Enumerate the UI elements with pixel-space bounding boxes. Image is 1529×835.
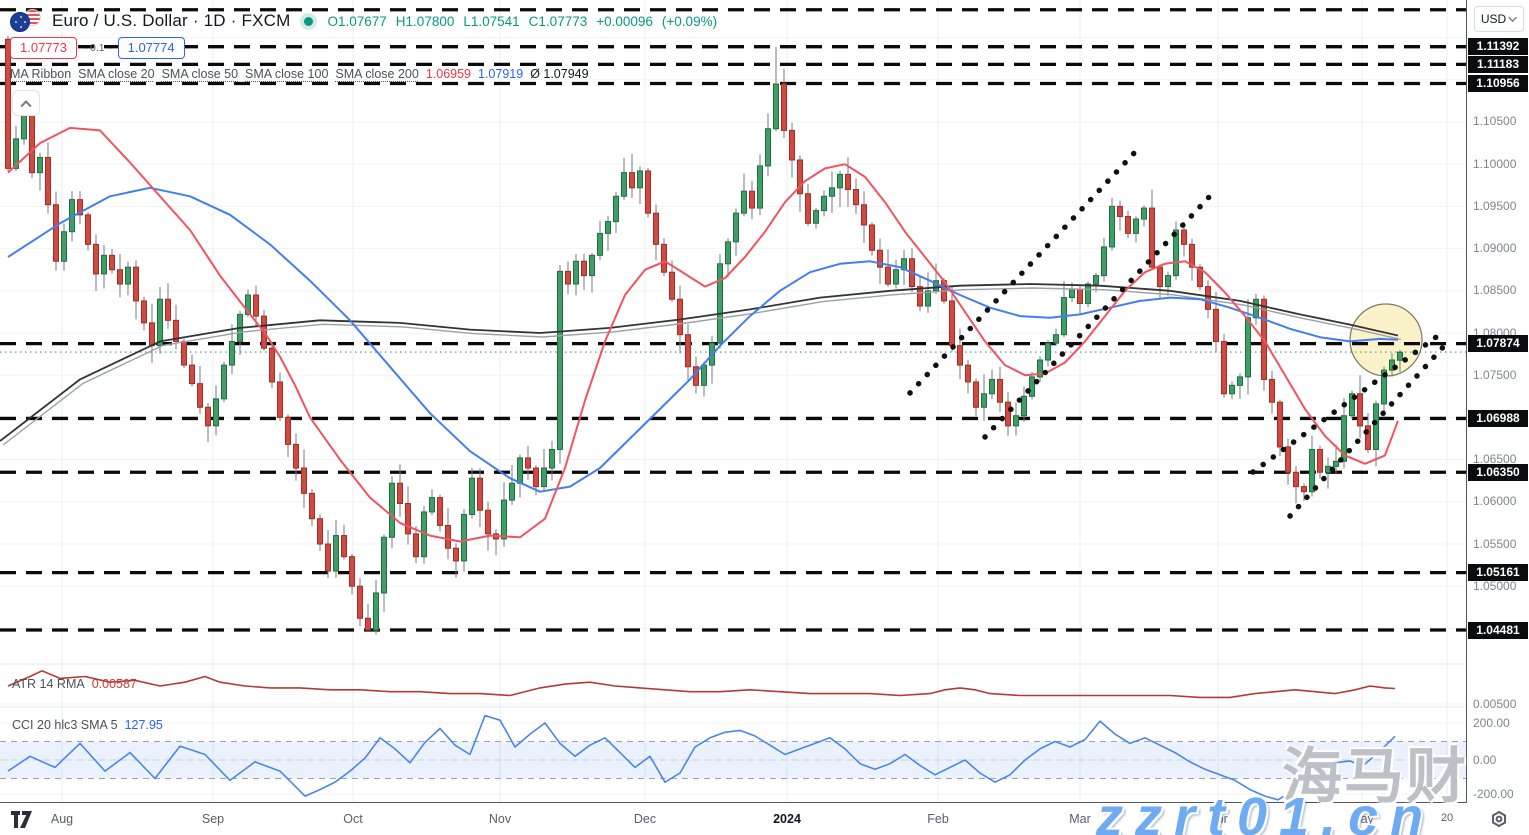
ma-ribbon-legend[interactable]: MA Ribbon SMA close 20 SMA close 50 SMA …	[10, 67, 589, 81]
tradingview-chart-window: Euro / U.S. Dollar · 1D · FXCM O1.07677 …	[0, 0, 1529, 835]
time-axis-label: Dec	[634, 812, 656, 826]
price-axis[interactable]: USD 1.10500 1.10000 1.09500 1.09000 1.08500 1…	[1467, 0, 1529, 803]
chevron-up-icon	[20, 100, 31, 111]
open-value: O1.07677	[327, 14, 386, 29]
price-level-label: 1.07874	[1468, 335, 1528, 352]
price-level-label: 1.11392	[1468, 38, 1528, 55]
bid-ask-row: 1.07773 0.1 1.07774	[10, 37, 185, 59]
atr-label: ATR 14 RMA	[12, 677, 85, 691]
atr-legend[interactable]: ATR 14 RMA 0.00587	[12, 677, 137, 691]
bid-price-box[interactable]: 1.07773	[10, 37, 77, 59]
sma20-value: 1.06959	[426, 67, 471, 81]
ribbon-average-value: Ø 1.07949	[530, 67, 588, 81]
price-tick-label: 1.10500	[1467, 113, 1527, 129]
price-level-label: 1.06350	[1468, 464, 1528, 481]
price-tick-label: 1.05500	[1467, 536, 1527, 552]
eurusd-pair-icon[interactable]	[10, 9, 44, 33]
market-status-dot[interactable]	[304, 17, 313, 26]
price-level-label: 1.04481	[1468, 622, 1528, 639]
time-axis-label: 2024	[773, 812, 801, 826]
chevron-down-icon	[1509, 13, 1517, 21]
price-tick-label: 1.08500	[1467, 282, 1527, 298]
sma50-value: 1.07919	[478, 67, 523, 81]
price-level-label: 1.11183	[1468, 56, 1528, 73]
change-percent: (+0.09%)	[662, 14, 717, 29]
tradingview-logo[interactable]	[10, 809, 36, 831]
price-level-label: 1.06988	[1468, 410, 1528, 427]
atr-tick-label: 0.00500	[1467, 696, 1527, 712]
ohlc-readout: O1.07677 H1.07800 L1.07541 C1.07773 +0.0…	[327, 14, 717, 29]
time-axis-label: Mar	[1069, 812, 1091, 826]
change-value: +0.00096	[596, 14, 653, 29]
ma-ribbon-title: MA Ribbon	[10, 67, 71, 81]
price-level-label: 1.10956	[1468, 75, 1528, 92]
collapse-legend-button[interactable]	[12, 90, 40, 116]
cci-legend[interactable]: CCI 20 hlc3 SMA 5 127.95	[12, 718, 163, 732]
price-tick-label: 1.07500	[1467, 367, 1527, 383]
close-value: C1.07773	[529, 14, 588, 29]
time-axis-label: Feb	[927, 812, 949, 826]
price-tick-label: 1.09500	[1467, 198, 1527, 214]
cci-value: 127.95	[125, 718, 163, 732]
price-tick-label: 1.10000	[1467, 156, 1527, 172]
watermark-site: zzrt01.cn	[1096, 786, 1435, 835]
currency-unit-button[interactable]: USD	[1474, 6, 1524, 32]
price-level-label: 1.05161	[1468, 564, 1528, 581]
price-tick-label: 1.06000	[1467, 493, 1527, 509]
chart-canvas[interactable]	[0, 0, 1529, 835]
chart-header: Euro / U.S. Dollar · 1D · FXCM O1.07677 …	[10, 9, 717, 33]
time-axis-label: Sep	[202, 812, 224, 826]
eu-flag-icon	[10, 12, 30, 32]
low-value: L1.07541	[463, 14, 519, 29]
time-axis-label: Oct	[343, 812, 362, 826]
high-value: H1.07800	[396, 14, 455, 29]
atr-value: 0.00587	[92, 677, 137, 691]
time-axis-label: Nov	[489, 812, 511, 826]
symbol-title[interactable]: Euro / U.S. Dollar · 1D · FXCM	[52, 11, 290, 31]
ask-price-box[interactable]: 1.07774	[118, 37, 185, 59]
price-tick-label: 1.09000	[1467, 240, 1527, 256]
time-axis-label: Aug	[51, 812, 73, 826]
spread-indicator: 0.1	[83, 42, 112, 54]
cci-label: CCI 20 hlc3 SMA 5	[12, 718, 118, 732]
